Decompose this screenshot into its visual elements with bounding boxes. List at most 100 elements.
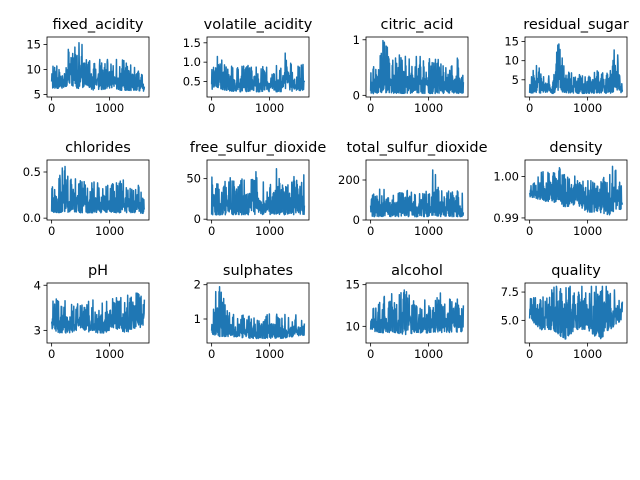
y-tick-label: 10	[26, 63, 41, 77]
y-tick-label: 0	[353, 213, 360, 227]
y-tick-label: 5.0	[501, 313, 519, 327]
subplot-alcohol: 0 1000 10 15 alcohol	[345, 263, 469, 361]
subplot-density: 0 1000 0.99 1.00 density	[493, 140, 628, 238]
y-tick-label: 1	[194, 312, 201, 326]
subplot-residual-sugar: 0 1000 5 10 15 residual_sugar	[504, 17, 628, 115]
subplot-quality: 0 1000 5.0 7.5 quality	[501, 263, 628, 361]
x-tick-label: 1000	[255, 224, 284, 238]
x-tick-label: 0	[526, 347, 533, 361]
axes-frame	[524, 36, 628, 98]
subplot-free-sulfur-dioxide: 0 1000 0 50 free_sulfur_dioxide	[186, 140, 326, 238]
y-tick-label: 0	[353, 88, 360, 102]
x-tick-label: 0	[526, 101, 533, 115]
y-tick-label: 200	[338, 173, 360, 187]
x-tick-label: 1000	[414, 347, 443, 361]
x-tick-label: 0	[208, 101, 215, 115]
y-tick-label: 0.0	[23, 211, 41, 225]
y-tick-label: 5	[512, 73, 519, 87]
x-tick-label: 0	[208, 347, 215, 361]
x-tick-label: 1000	[573, 347, 602, 361]
y-tick-label: 0.5	[23, 165, 41, 179]
subplot-title: quality	[551, 263, 601, 279]
y-tick-label: 7.5	[501, 285, 519, 299]
data-line	[369, 289, 465, 336]
y-tick-label: 1.0	[183, 55, 201, 69]
x-tick-label: 1000	[573, 101, 602, 115]
y-tick-label: 10	[504, 54, 519, 68]
axes-frame	[365, 36, 469, 98]
subplot-total-sulfur-dioxide: 0 1000 0 200 total_sulfur_dioxide	[338, 140, 488, 238]
x-tick-label: 0	[48, 224, 55, 238]
y-tick-label: 1.5	[183, 36, 201, 50]
x-tick-label: 0	[367, 224, 374, 238]
data-line	[50, 41, 146, 92]
data-line	[528, 165, 624, 216]
subplot-title: volatile_acidity	[204, 17, 313, 33]
axes-frame	[46, 282, 150, 344]
x-tick-label: 1000	[255, 101, 284, 115]
subplot-title: pH	[88, 263, 108, 279]
x-tick-label: 1000	[414, 101, 443, 115]
x-tick-label: 0	[48, 101, 55, 115]
x-tick-label: 1000	[255, 347, 284, 361]
subplot-sulphates: 0 1000 1 2 sulphates	[194, 263, 310, 361]
y-tick-label: 15	[26, 38, 41, 52]
subplot-citric-acid: 0 1000 0 1 citric_acid	[353, 17, 469, 115]
y-tick-label: 10	[345, 319, 360, 333]
axes-frame	[365, 282, 469, 344]
subplot-title: density	[549, 140, 603, 156]
x-tick-label: 1000	[414, 224, 443, 238]
x-tick-label: 0	[367, 347, 374, 361]
axes-frame	[365, 159, 469, 221]
y-tick-label: 5	[34, 88, 41, 102]
axes-frame	[46, 36, 150, 98]
y-tick-label: 1.00	[493, 170, 519, 184]
subplot-title: residual_sugar	[523, 17, 629, 33]
y-tick-label: 0	[194, 212, 201, 226]
axes-frame	[524, 159, 628, 221]
data-line	[528, 43, 624, 95]
y-tick-label: 2	[194, 278, 201, 292]
x-tick-label: 0	[48, 347, 55, 361]
subplot-title: chlorides	[65, 140, 131, 156]
axes-frame	[206, 159, 310, 221]
axes-frame	[206, 282, 310, 344]
y-tick-label: 4	[34, 278, 41, 292]
data-line	[210, 168, 306, 216]
x-tick-label: 0	[208, 224, 215, 238]
y-tick-label: 50	[186, 172, 201, 186]
data-line	[50, 292, 146, 334]
data-line	[210, 52, 306, 93]
subplot-title: citric_acid	[381, 17, 454, 33]
x-tick-label: 1000	[573, 224, 602, 238]
x-tick-label: 1000	[95, 224, 124, 238]
y-tick-label: 1	[353, 33, 360, 47]
x-tick-label: 0	[367, 101, 374, 115]
x-tick-label: 1000	[95, 347, 124, 361]
axes-frame	[524, 282, 628, 344]
data-line	[528, 285, 624, 340]
data-line	[369, 39, 465, 95]
subplot-pH: 0 1000 3 4 pH	[34, 263, 150, 361]
axes-frame	[46, 159, 150, 221]
y-tick-label: 0.5	[183, 75, 201, 89]
axes-frame	[206, 36, 310, 98]
data-line	[210, 286, 306, 340]
data-line	[50, 165, 146, 215]
subplot-chlorides: 0 1000 0.0 0.5 chlorides	[23, 140, 150, 238]
data-line	[369, 169, 465, 218]
subplot-fixed-acidity: 0 1000 5 10 15 fixed_acidity	[26, 17, 150, 115]
subplot-title: alcohol	[391, 263, 443, 279]
y-tick-label: 3	[34, 323, 41, 337]
y-tick-label: 15	[345, 278, 360, 292]
subplot-title: total_sulfur_dioxide	[346, 140, 487, 156]
x-tick-label: 0	[526, 224, 533, 238]
x-tick-label: 1000	[95, 101, 124, 115]
y-tick-label: 0.99	[493, 211, 519, 225]
subplot-title: fixed_acidity	[52, 17, 143, 33]
subplot-title: sulphates	[223, 263, 293, 279]
y-tick-label: 15	[504, 35, 519, 49]
subplot-title: free_sulfur_dioxide	[190, 140, 327, 156]
